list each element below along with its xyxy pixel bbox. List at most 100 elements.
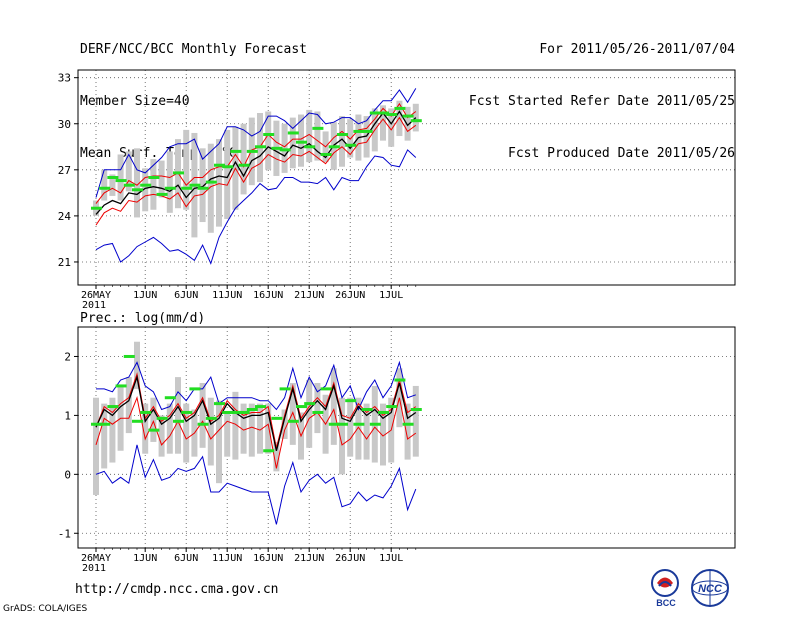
median-marker [214,402,225,406]
spread-bar [216,400,222,484]
x-tick-label: 11JUN [212,290,242,301]
spread-bar [404,106,411,141]
median-marker [123,354,135,358]
x-tick-label: 16JUN [253,290,283,301]
y-tick-label: 27 [58,164,71,177]
spread-bar [150,159,157,210]
started-date: Fcst Started Refer Date 2011/05/25 [468,94,735,109]
median-marker [369,111,381,115]
median-marker [410,119,422,123]
x-tick-label: 6JUN [174,553,198,564]
x-tick-label: 1JUN [133,290,157,301]
spread-bar [134,341,140,389]
spread-bar [314,382,321,434]
median-marker [115,384,127,388]
median-marker [394,378,406,382]
spread-bar [281,123,288,173]
temperature-frame [77,69,736,286]
spread-bar [183,129,190,210]
spread-bar [363,116,370,158]
median-marker [238,163,250,167]
spread-bar [273,441,280,472]
spread-bar [289,117,296,169]
median-marker [296,140,307,144]
median-marker [287,419,299,423]
spread-bar [248,403,255,457]
median-marker [304,402,316,406]
y-tick-label: 33 [58,72,71,85]
median-marker [378,111,389,115]
chart-title: DERF/NCC/BCC Monthly Forecast [80,42,307,57]
spread-bar [265,111,272,170]
median-marker [337,422,348,426]
median-marker [279,387,291,391]
spread-bar [166,151,173,213]
spread-bar [298,114,304,167]
median-marker [140,183,152,187]
spread-bar [339,116,345,167]
spread-bar [101,403,108,469]
series-max-line [95,88,417,198]
temperature-panel: 21 24 27 30 33 26MAY 1JUN 6JUN 11JUN 16JUN 21JUN 26… [58,69,736,311]
x-tick-label: 1JUL [379,553,403,564]
median-marker [132,188,143,192]
median-marker [214,163,225,167]
median-marker [230,149,242,153]
median-marker [304,145,316,149]
median-marker [156,192,168,196]
spread-bar [142,168,149,212]
series-min-line [95,444,417,525]
spread-bar [314,111,321,161]
x-tick-label: 21JUN [294,290,324,301]
median-marker [296,405,307,409]
median-marker [328,422,340,426]
median-marker [402,422,414,426]
median-marker [91,206,102,210]
median-marker [255,405,266,409]
y-tick-label: 0 [64,468,71,481]
x-tick-label: 21JUN [294,553,324,564]
spread-bar [363,403,370,460]
series-mean-line [95,110,417,215]
spread-bar [199,382,206,448]
header-right: For 2011/05/26-2011/07/04 Fcst Started R… [469,10,735,182]
spread-bar [306,380,313,448]
spread-bar [109,174,116,196]
median-marker [271,146,283,150]
spread-bar [330,368,337,445]
spread-bar [257,403,263,454]
median-marker [222,165,234,169]
source-url[interactable]: http://cmdp.ncc.cma.gov.cn [75,582,279,597]
spread-bar [166,403,173,454]
median-marker [173,171,184,175]
forecast-period: For 2011/05/26-2011/07/04 [539,42,735,57]
spread-bar [306,109,313,163]
x-tick-label: 26JUN [335,290,365,301]
spread-bar [158,415,165,457]
spread-bar [125,151,132,192]
x-tick-label: 26JUN [335,553,365,564]
spread-bar [224,412,231,457]
spread-bar [355,397,362,460]
median-marker [345,143,357,147]
ncc-logo-icon: NCC [691,569,729,607]
spread-bar [240,403,247,454]
median-marker [312,126,324,130]
x-tick-label: 16JUN [253,553,283,564]
median-marker [132,419,143,423]
median-marker [222,410,234,414]
bcc-logo-icon: BCC [651,569,679,608]
median-marker [181,410,193,414]
median-marker [410,408,422,412]
spread-bar [265,403,272,454]
median-marker [99,186,111,190]
x-year-label: 2011 [82,300,106,311]
median-marker [164,396,176,400]
median-marker [99,422,111,426]
median-marker [320,387,332,391]
grads-credit: GrADS: COLA/IGES [3,604,88,614]
spread-bar [347,119,354,158]
median-marker [345,399,357,403]
median-marker [386,405,398,409]
x-tick-label: 26MAY [81,553,111,564]
